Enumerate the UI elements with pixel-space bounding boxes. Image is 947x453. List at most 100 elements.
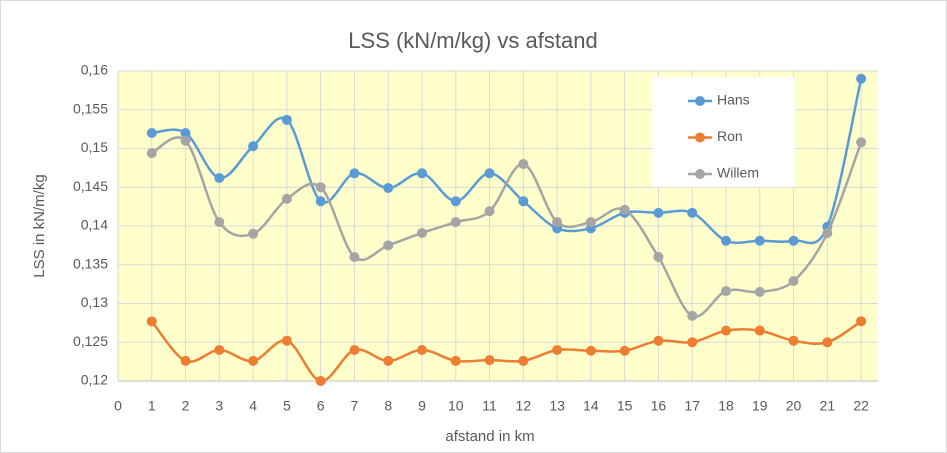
data-point: [315, 182, 326, 193]
data-point: [417, 168, 427, 179]
x-tick-label: 20: [786, 398, 802, 414]
data-point: [484, 355, 495, 366]
y-tick-label: 0,12: [81, 372, 108, 388]
data-point: [349, 345, 360, 355]
data-point: [856, 316, 867, 327]
data-point: [822, 227, 833, 238]
data-point: [180, 135, 191, 146]
y-axis-label: LSS in kN/m/kg: [31, 174, 48, 277]
data-point: [146, 128, 157, 138]
data-point: [585, 345, 596, 356]
data-point: [619, 345, 630, 356]
legend-label: Ron: [717, 128, 743, 144]
data-point: [788, 276, 799, 287]
y-tick-label: 0,14: [81, 217, 108, 233]
x-tick-label: 18: [718, 398, 734, 414]
data-point: [653, 252, 664, 262]
data-point: [721, 286, 731, 297]
data-point: [450, 196, 461, 207]
data-point: [315, 196, 326, 207]
x-tick-label: 14: [583, 398, 599, 414]
data-point: [383, 240, 394, 251]
x-tick-label: 15: [617, 398, 633, 414]
x-tick-label: 10: [448, 398, 464, 414]
data-point: [721, 325, 731, 336]
x-tick-label: 6: [317, 398, 325, 414]
legend-box: [652, 77, 795, 187]
data-point: [754, 325, 765, 336]
data-point: [518, 196, 529, 207]
data-point: [856, 73, 867, 84]
x-tick-label: 12: [516, 398, 532, 414]
data-point: [383, 355, 394, 366]
data-point: [248, 228, 259, 239]
data-point: [248, 141, 259, 152]
y-tick-label: 0,125: [73, 333, 108, 349]
data-point: [484, 206, 495, 217]
x-tick-label: 22: [853, 398, 869, 414]
data-point: [518, 355, 529, 366]
data-point: [417, 227, 427, 238]
x-tick-label: 9: [418, 398, 426, 414]
chart-title: LSS (kN/m/kg) vs afstand: [348, 28, 597, 53]
data-point: [687, 310, 698, 321]
y-tick-label: 0,135: [73, 255, 108, 271]
y-tick-label: 0,16: [81, 62, 108, 78]
data-point: [518, 159, 529, 169]
data-point: [788, 335, 799, 346]
data-point: [754, 235, 765, 246]
data-point: [585, 217, 596, 228]
data-point: [856, 137, 867, 148]
x-tick-label: 0: [114, 398, 122, 414]
data-point: [349, 168, 360, 179]
x-tick-label: 4: [249, 398, 257, 414]
x-tick-label: 8: [384, 398, 392, 414]
data-point: [687, 207, 698, 218]
data-point: [822, 337, 833, 348]
data-point: [214, 172, 225, 183]
legend-marker: [695, 96, 705, 106]
legend-marker: [695, 169, 705, 179]
data-point: [721, 235, 731, 246]
data-point: [552, 345, 563, 355]
data-point: [619, 204, 630, 215]
data-point: [450, 355, 461, 366]
data-point: [146, 148, 157, 159]
y-tick-label: 0,15: [81, 139, 108, 155]
y-tick-label: 0,145: [73, 178, 108, 194]
x-tick-label: 2: [182, 398, 190, 414]
data-point: [146, 316, 157, 327]
legend-label: Willem: [717, 165, 759, 181]
data-point: [484, 168, 495, 179]
data-point: [180, 355, 191, 366]
data-point: [754, 286, 765, 297]
x-tick-label: 13: [549, 398, 565, 414]
data-point: [417, 345, 427, 355]
x-tick-label: 3: [215, 398, 223, 414]
x-tick-label: 1: [148, 398, 156, 414]
x-tick-label: 19: [752, 398, 768, 414]
data-point: [653, 207, 664, 218]
x-axis-label: afstand in km: [445, 428, 534, 445]
legend-marker: [695, 132, 705, 143]
data-point: [450, 217, 461, 228]
data-point: [653, 335, 664, 346]
data-point: [180, 128, 191, 138]
data-point: [214, 345, 225, 355]
series-line: [151, 136, 863, 318]
y-tick-label: 0,155: [73, 100, 108, 116]
data-point: [281, 335, 292, 346]
x-tick-label: 17: [684, 398, 700, 414]
data-point: [214, 217, 225, 228]
data-point: [788, 235, 799, 246]
x-tick-label: 16: [651, 398, 667, 414]
x-tick-label: 5: [283, 398, 291, 414]
data-point: [248, 355, 259, 366]
data-point: [281, 193, 292, 204]
data-point: [383, 183, 394, 194]
data-point: [315, 376, 326, 386]
data-point: [552, 217, 563, 228]
x-tick-label: 11: [482, 398, 497, 414]
